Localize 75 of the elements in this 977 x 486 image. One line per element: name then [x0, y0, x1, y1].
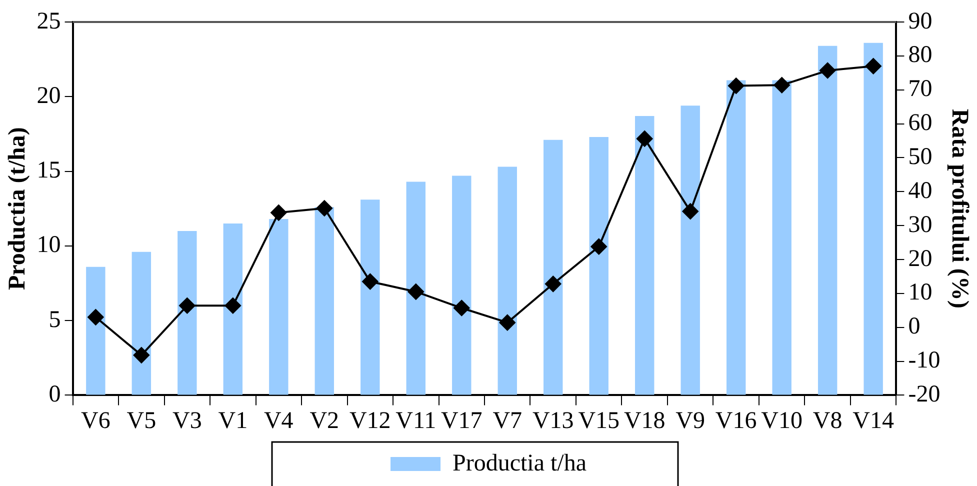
y-tick-label: 5 [48, 306, 61, 333]
point [820, 62, 836, 79]
point [728, 78, 744, 94]
y-tick-label: 25 [36, 8, 61, 34]
x-tick-label: V7 [492, 408, 522, 434]
y-tick-label: 15 [36, 158, 61, 184]
point [865, 58, 882, 74]
x-tick-label: V15 [578, 408, 620, 434]
x-tick-label: V17 [440, 408, 482, 434]
y-tick-label: 20 [36, 82, 61, 109]
x-tick-label: V4 [264, 408, 294, 434]
x-tick-label: V12 [349, 408, 391, 434]
bar [772, 80, 792, 395]
bar [452, 176, 472, 395]
point [636, 130, 653, 147]
bar [360, 200, 380, 395]
bar [635, 116, 654, 395]
bar [86, 266, 106, 395]
y2-tick-label: 40 [908, 178, 932, 204]
point [362, 274, 378, 290]
x-tick-label: V8 [812, 408, 842, 434]
point [774, 77, 790, 94]
point [545, 276, 562, 292]
y2-tick-label: 90 [908, 8, 932, 34]
point [88, 309, 104, 326]
y2-tick-label: 80 [908, 42, 932, 68]
x-tick-label: V11 [396, 408, 436, 434]
bar [269, 219, 288, 395]
y2-tick-label: 0 [908, 314, 920, 340]
x-tick-label: V5 [126, 408, 156, 434]
y2-tick-label: 20 [908, 246, 932, 272]
y-tick-label: 0 [48, 381, 61, 408]
bar [818, 46, 838, 395]
point [408, 284, 424, 300]
bar [223, 224, 243, 395]
x-tick-label: V10 [761, 408, 803, 434]
bar [178, 230, 197, 395]
x-tick-label: V16 [715, 408, 757, 434]
bar [498, 166, 517, 395]
x-tick-label: V6 [81, 408, 110, 434]
point [270, 204, 287, 221]
y2-tick-label: 50 [908, 144, 932, 170]
x-tick-label: V3 [172, 408, 202, 434]
x-tick-label: V2 [310, 408, 340, 434]
point [499, 314, 516, 331]
x-tick-label: V13 [532, 408, 574, 434]
point [224, 298, 241, 314]
bar [314, 207, 334, 395]
y2-tick-label: 10 [908, 280, 932, 306]
bar [132, 252, 152, 395]
point [179, 298, 196, 314]
y2-tick-label: -10 [908, 348, 940, 374]
x-tick-label: V9 [676, 408, 706, 434]
point [590, 238, 607, 255]
point [133, 347, 150, 364]
bar [544, 140, 563, 395]
y2-tick-label: -20 [908, 381, 940, 408]
x-tick-label: V18 [624, 408, 666, 434]
y-axis-title: Productia (t/ha) [4, 127, 31, 290]
bar [864, 42, 883, 395]
bar [680, 106, 700, 395]
point [316, 200, 332, 216]
y2-tick-label: 60 [908, 110, 932, 136]
y2-axis-title: Rata profitului (%) [946, 108, 972, 308]
y2-tick-label: 30 [908, 212, 932, 238]
y-tick-label: 10 [36, 232, 61, 258]
bar [726, 80, 746, 395]
bar [589, 136, 608, 395]
legend-label: Productia t/ha [452, 450, 587, 476]
bar [406, 182, 426, 395]
point [682, 203, 698, 220]
x-tick-label: V14 [852, 408, 894, 434]
x-tick-label: V1 [218, 408, 248, 434]
y2-tick-label: 70 [908, 76, 932, 102]
point [454, 300, 470, 316]
